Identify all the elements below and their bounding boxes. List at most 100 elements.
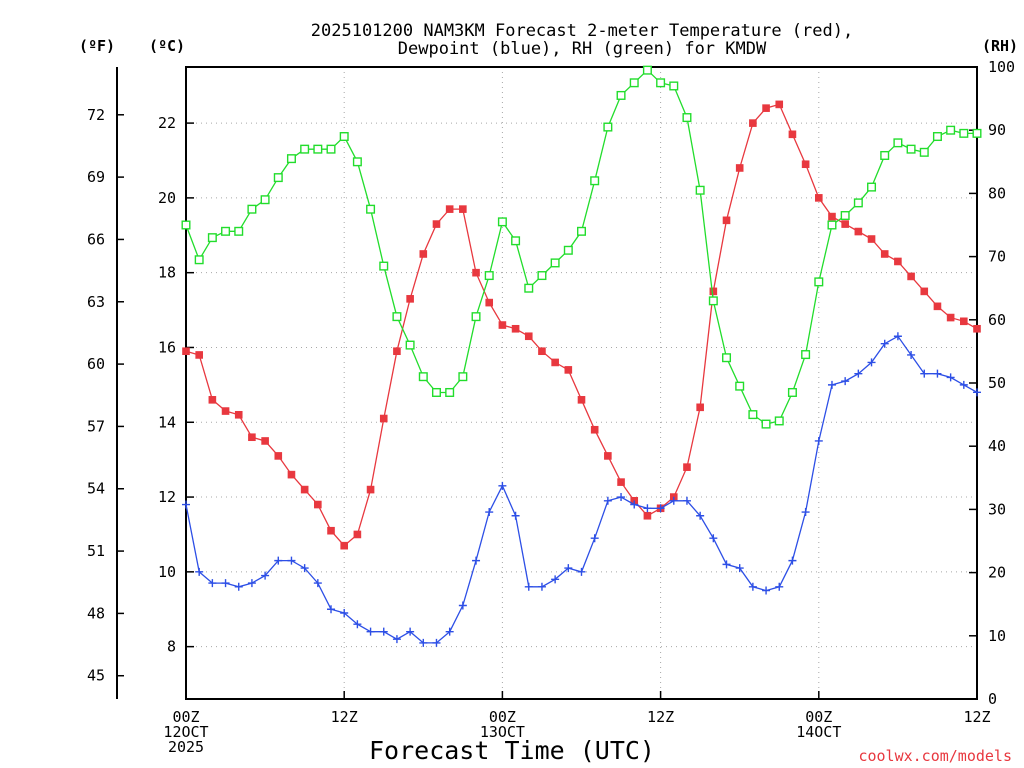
- rh-tick-label: 90: [988, 121, 1006, 139]
- data-point: [696, 511, 705, 520]
- data-point: [603, 496, 612, 505]
- data-point: [577, 567, 586, 576]
- data-point: [696, 403, 704, 412]
- data-point: [801, 350, 811, 360]
- data-point: [353, 530, 362, 539]
- data-point: [854, 227, 863, 236]
- data-point: [827, 380, 836, 389]
- data-point: [893, 332, 902, 341]
- data-point: [485, 508, 494, 517]
- data-point: [735, 164, 744, 172]
- x-tick-label: 00Z: [489, 708, 516, 726]
- data-point: [379, 414, 388, 423]
- data-point: [208, 579, 217, 588]
- data-point: [538, 347, 546, 356]
- data-point: [274, 556, 283, 565]
- data-point: [550, 258, 560, 268]
- data-point: [643, 511, 652, 520]
- data-point: [932, 132, 942, 142]
- data-point: [471, 312, 481, 322]
- data-point: [683, 463, 691, 471]
- data-point: [603, 122, 613, 132]
- fahrenheit-tick-label: 48: [87, 604, 105, 622]
- data-point: [920, 369, 929, 378]
- data-point: [511, 236, 521, 246]
- data-point: [339, 132, 349, 142]
- data-point: [775, 100, 784, 109]
- data-point: [366, 485, 375, 494]
- chart-title-line-2: Dewpoint (blue), RH (green) for KMDW: [398, 39, 767, 59]
- data-point: [972, 128, 982, 138]
- data-point: [656, 504, 665, 513]
- data-point: [906, 144, 916, 154]
- data-point: [577, 226, 587, 236]
- data-point: [880, 250, 889, 258]
- data-point: [616, 90, 626, 100]
- data-point: [524, 332, 533, 341]
- data-point: [775, 582, 784, 591]
- series-line: [185, 103, 978, 547]
- data-point: [682, 113, 692, 123]
- data-point: [551, 358, 559, 367]
- data-point: [524, 283, 534, 293]
- chart-title-line-1: 2025101200 NAM3KM Forecast 2-meter Tempe…: [311, 21, 853, 41]
- rh-tick-label: 60: [988, 311, 1006, 329]
- data-point: [432, 638, 441, 647]
- data-point: [933, 302, 942, 311]
- data-point: [788, 130, 797, 139]
- data-point: [340, 608, 349, 617]
- data-point: [194, 255, 204, 265]
- data-point: [709, 534, 718, 543]
- data-point: [920, 287, 929, 296]
- x-tick-label: 14OCT: [796, 723, 841, 741]
- data-point: [313, 579, 322, 588]
- data-point: [234, 226, 244, 236]
- data-point: [511, 511, 520, 520]
- data-point: [300, 485, 309, 494]
- fahrenheit-tick-labels: 45 48 51 54 57 60 63 66 69 72: [87, 106, 124, 685]
- data-point: [537, 582, 546, 591]
- fahrenheit-tick-label: 57: [87, 417, 105, 435]
- data-point: [959, 380, 968, 389]
- data-point: [774, 416, 784, 426]
- data-point: [642, 65, 652, 75]
- data-point: [314, 500, 322, 509]
- rh-tick-label: 40: [988, 437, 1006, 455]
- data-point: [682, 496, 691, 505]
- data-point: [182, 500, 190, 509]
- data-point: [735, 564, 744, 573]
- fahrenheit-tick-label: 69: [87, 168, 105, 186]
- plot-frame: [185, 66, 978, 700]
- data-point: [563, 245, 573, 255]
- rh-unit-label: (RH): [982, 37, 1018, 55]
- data-point: [432, 220, 441, 228]
- data-point: [366, 204, 376, 214]
- data-point: [445, 627, 454, 636]
- data-point: [867, 358, 876, 367]
- data-point: [854, 369, 863, 378]
- data-point: [406, 295, 414, 303]
- data-point: [445, 387, 455, 397]
- data-point: [392, 312, 402, 322]
- data-point: [577, 396, 586, 404]
- rh-tick-label: 80: [988, 184, 1006, 202]
- celsius-tick-labels: 8 10 12 14 16 18 20 22: [158, 114, 194, 656]
- rh-tick-label: 50: [988, 374, 1006, 392]
- data-point: [458, 372, 468, 382]
- data-point: [801, 160, 810, 169]
- data-point: [300, 564, 309, 573]
- celsius-unit-label: (ºC): [149, 37, 185, 55]
- data-point: [274, 452, 283, 460]
- data-point: [722, 560, 731, 569]
- data-point: [485, 298, 494, 307]
- rh-tick-label: 70: [988, 248, 1006, 266]
- data-point: [617, 493, 626, 502]
- celsius-tick-label: 22: [158, 114, 176, 132]
- data-point: [629, 78, 639, 88]
- data-point: [907, 350, 916, 359]
- data-point: [234, 582, 243, 591]
- x-tick-label: 12Z: [647, 708, 674, 726]
- data-point: [907, 272, 915, 281]
